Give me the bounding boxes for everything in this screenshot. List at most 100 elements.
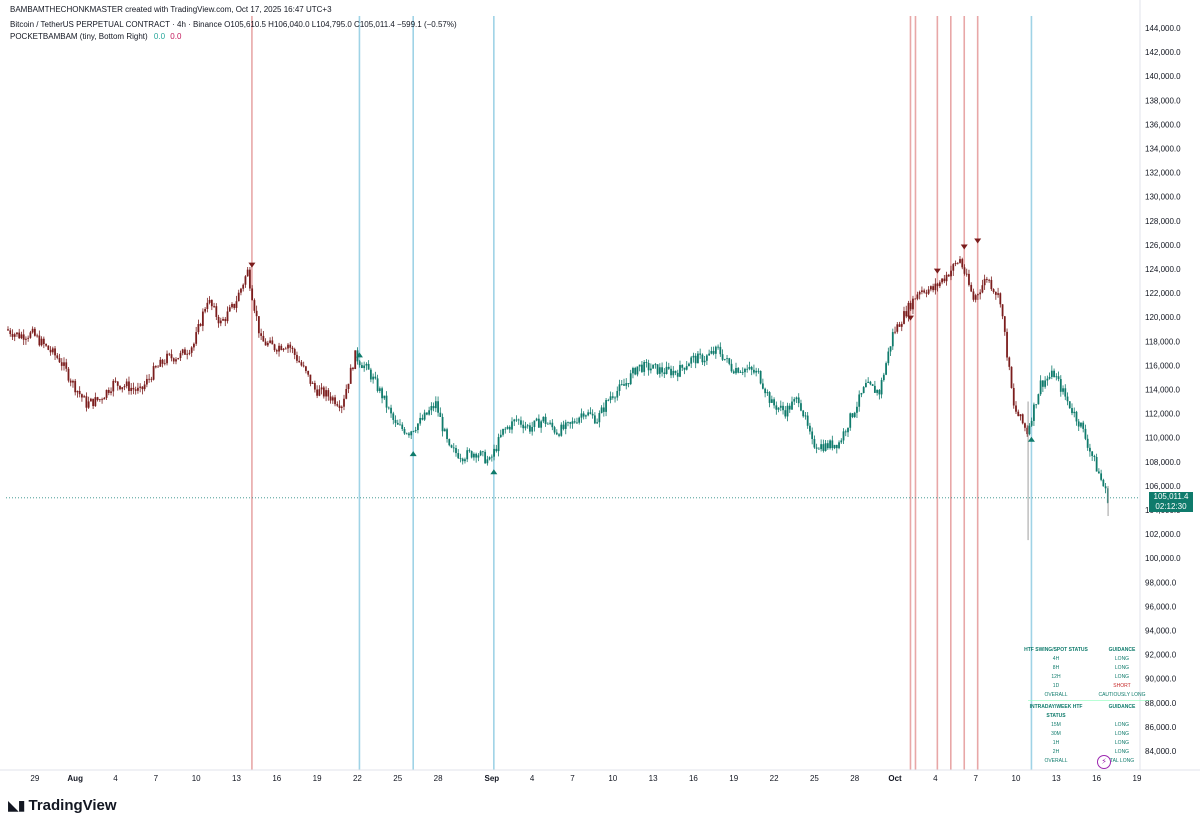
candle-body	[564, 422, 567, 429]
guidance-cell: TAL LONG	[1109, 757, 1135, 764]
tf-cell: OVERALL	[1044, 691, 1068, 698]
candle-body	[985, 278, 988, 280]
candle-body	[587, 412, 590, 416]
candle-body	[231, 303, 233, 308]
candle-body	[777, 407, 780, 410]
candle-body	[20, 334, 23, 339]
time-tick-label: Sep	[485, 774, 500, 783]
candle-body	[399, 424, 401, 426]
candle-body	[219, 320, 222, 324]
candle-body	[945, 274, 948, 282]
candle-body	[81, 394, 83, 398]
candle-body	[667, 366, 670, 369]
candle-body	[896, 324, 899, 332]
candle-body	[1041, 380, 1044, 387]
candle-body	[867, 381, 870, 383]
candle-body	[717, 346, 719, 348]
candle-body	[461, 458, 464, 462]
time-tick-label: 10	[192, 774, 201, 783]
candle-body	[627, 383, 630, 385]
candle-body	[1082, 422, 1085, 429]
lightning-bolt-icon[interactable]: ⚡	[1097, 755, 1111, 769]
candle-body	[719, 346, 722, 355]
candle-body	[974, 295, 977, 300]
candle-body	[775, 405, 778, 410]
candle-body	[753, 369, 755, 373]
candle-body	[244, 276, 247, 285]
candle-body	[408, 433, 410, 436]
candle-body	[1062, 388, 1064, 392]
candle-body	[1006, 331, 1008, 358]
candle-body	[625, 383, 628, 386]
candle-body	[338, 405, 341, 408]
candle-body	[782, 405, 784, 411]
price-tick-label: 102,000.0	[1145, 530, 1181, 539]
candle-body	[891, 332, 894, 347]
candle-body	[148, 378, 151, 380]
candle-body	[508, 426, 511, 430]
tradingview-logo[interactable]: ◣▮ TradingView	[8, 797, 117, 814]
time-tick-label: 7	[570, 774, 575, 783]
price-tick-label: 138,000.0	[1145, 96, 1181, 105]
candle-body	[665, 366, 668, 375]
price-tick-label: 128,000.0	[1145, 217, 1181, 226]
candle-body	[511, 421, 513, 430]
candle-body	[372, 376, 375, 380]
symbol-legend[interactable]: Bitcoin / TetherUS PERPETUAL CONTRACT · …	[10, 20, 457, 30]
candle-body	[853, 412, 856, 418]
candle-body	[1024, 423, 1026, 428]
candle-body	[761, 383, 764, 389]
intraday-row: 2H LONG	[1024, 748, 1154, 757]
candle-body	[293, 349, 296, 355]
candle-body	[446, 429, 448, 440]
indicator-name: POCKETBAMBAM (tiny, Bottom Right)	[10, 32, 148, 41]
vertical-marker-lines	[251, 16, 1033, 770]
candle-body	[387, 407, 390, 409]
candle-body	[434, 401, 437, 409]
candle-body	[7, 329, 9, 331]
candle-body	[641, 364, 643, 372]
candle-body	[560, 424, 563, 436]
price-tick-label: 122,000.0	[1145, 289, 1181, 298]
candle-body	[139, 386, 142, 388]
candle-body	[240, 288, 242, 293]
buy-signal-triangle	[355, 352, 363, 358]
indicator-legend[interactable]: POCKETBAMBAM (tiny, Bottom Right) 0.0 0.…	[10, 32, 181, 42]
candle-body	[394, 419, 397, 423]
candle-body	[235, 301, 238, 308]
tf-cell: 4H	[1052, 655, 1060, 662]
time-axis[interactable]: 29 Aug 4 7 10 13 16 19 22 25 28 Sep 4 7 10 13 16 19 22 25 28…	[30, 774, 1142, 783]
price-tick-label: 86,000.0	[1145, 723, 1177, 732]
candle-body	[195, 332, 198, 344]
time-tick-label: 10	[1012, 774, 1021, 783]
candle-body	[907, 302, 910, 317]
sell-signal-triangle	[974, 238, 982, 244]
candle-body	[253, 300, 256, 311]
candle-body	[280, 345, 283, 350]
candle-body	[1080, 422, 1082, 427]
candle-body	[441, 416, 444, 432]
candle-body	[40, 338, 43, 346]
htf-row: 4H LONG	[1024, 655, 1154, 664]
tf-cell: 15M	[1051, 722, 1061, 729]
price-axis[interactable]: 144,000.0 142,000.0 140,000.0 138,000.0 136,…	[1145, 24, 1181, 756]
candle-body	[318, 389, 321, 396]
candle-body	[820, 444, 823, 450]
candle-body	[748, 367, 751, 369]
candle-body	[929, 286, 932, 290]
candle-body	[425, 412, 428, 415]
candle-body	[112, 380, 115, 392]
candle-body	[242, 284, 245, 289]
candle-body	[542, 416, 545, 422]
candle-body	[513, 419, 516, 422]
candle-body	[750, 367, 753, 370]
candle-body	[555, 432, 558, 435]
time-tick-label: 29	[30, 774, 39, 783]
candle-body	[956, 262, 959, 264]
candle-body	[636, 366, 639, 375]
candle-body	[159, 359, 162, 367]
candle-body	[804, 415, 807, 417]
candle-body	[119, 385, 121, 390]
candle-body	[495, 448, 498, 452]
